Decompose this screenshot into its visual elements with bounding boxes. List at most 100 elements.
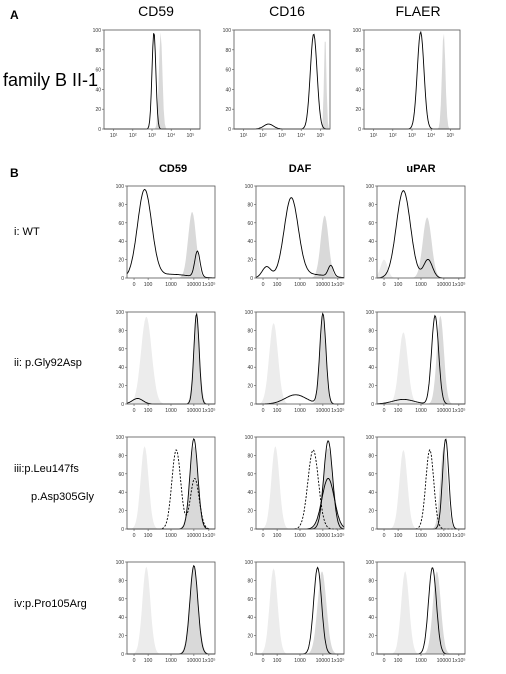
y-tick-label: 60: [118, 472, 124, 478]
shaded-histogram: [127, 446, 215, 529]
shaded-histogram: [127, 446, 215, 529]
x-tick-label: 0: [262, 282, 265, 288]
plot-frame: [376, 311, 466, 405]
outline-histogram: [377, 438, 465, 530]
shaded-histogram: [127, 212, 215, 278]
x-tick-label: 100: [394, 408, 403, 414]
x-tick-label: 1000: [294, 408, 306, 414]
x-tick-label: 1x10⁵: [452, 408, 465, 414]
panel-b-col-upar: uPAR: [406, 163, 436, 175]
shaded-histogram: [127, 566, 215, 654]
outline-histogram: [256, 312, 344, 405]
histogram-b-row1-cd59: 100 80 60 40 20 0 0 100 1000 10000 1x10⁵: [116, 184, 216, 288]
x-tick-label: 1000: [165, 658, 177, 664]
y-tick-label: 80: [118, 202, 124, 208]
x-tick-label: 0: [133, 408, 136, 414]
histogram-b-row1-upar: 100 80 60 40 20 0 0 100 1000 10000 1x10⁵: [366, 184, 466, 288]
shaded-histogram: [256, 571, 344, 654]
y-tick-label: 0: [98, 127, 101, 133]
y-tick-label: 0: [250, 527, 253, 533]
x-tick-label: 0: [262, 658, 265, 664]
y-tick-label: 20: [368, 258, 374, 264]
x-tick-label: 0: [262, 408, 265, 414]
y-tick-label: 20: [247, 634, 253, 640]
y-tick-label: 60: [118, 221, 124, 227]
y-tick-label: 20: [368, 509, 374, 515]
x-tick-label: 1x10⁵: [331, 533, 344, 539]
y-tick-label: 100: [353, 28, 362, 34]
x-tick-label: 10000: [316, 658, 331, 664]
y-tick-label: 40: [225, 87, 231, 93]
x-tick-label: 100: [144, 658, 153, 664]
row-label-pro105arg: iv:p.Pro105Arg: [14, 598, 87, 610]
outline-histogram: [377, 567, 465, 655]
x-tick-label: 1000: [415, 408, 427, 414]
x-tick-label: 10²: [389, 133, 397, 139]
x-tick-label: 10²: [259, 133, 267, 139]
y-tick-label: 100: [223, 28, 232, 34]
y-tick-label: 100: [366, 435, 375, 441]
y-tick-label: 0: [250, 652, 253, 658]
y-tick-label: 80: [355, 48, 361, 54]
y-tick-label: 0: [228, 127, 231, 133]
x-tick-label: 0: [133, 533, 136, 539]
y-tick-label: 60: [368, 597, 374, 603]
x-tick-label: 100: [144, 282, 153, 288]
y-tick-label: 80: [368, 328, 374, 334]
shaded-histogram: [377, 315, 465, 404]
y-tick-label: 20: [225, 107, 231, 113]
y-tick-label: 20: [355, 107, 361, 113]
x-tick-label: 100: [144, 408, 153, 414]
y-tick-label: 60: [247, 597, 253, 603]
x-tick-label: 10³: [148, 133, 156, 139]
y-tick-label: 80: [247, 328, 253, 334]
y-tick-label: 100: [245, 184, 254, 190]
y-tick-label: 60: [355, 68, 361, 74]
x-tick-label: 1x10⁵: [452, 282, 465, 288]
shaded-histogram: [127, 316, 215, 404]
y-tick-label: 40: [368, 615, 374, 621]
y-tick-label: 60: [225, 68, 231, 74]
y-tick-label: 60: [247, 347, 253, 353]
x-tick-label: 1000: [415, 658, 427, 664]
y-tick-label: 100: [116, 435, 125, 441]
histogram-a-cd59: 100 80 60 40 20 0 10¹ 10² 10³ 10⁴ 10⁵: [93, 28, 201, 139]
histogram-b-row4-upar: 100 80 60 40 20 0 0 100 1000 10000 1x10⁵: [366, 560, 466, 664]
y-tick-label: 0: [250, 402, 253, 408]
x-tick-label: 10000: [316, 282, 331, 288]
x-tick-label: 0: [383, 408, 386, 414]
y-tick-label: 20: [118, 509, 124, 515]
histogram-b-row3-upar: 100 80 60 40 20 0 0 100 1000 10000 1x10⁵: [366, 435, 466, 539]
y-tick-label: 80: [118, 453, 124, 459]
shaded-histogram: [377, 217, 465, 278]
y-tick-label: 0: [121, 276, 124, 282]
y-tick-label: 0: [121, 527, 124, 533]
y-tick-label: 40: [95, 87, 101, 93]
shaded-histogram: [377, 332, 465, 404]
y-tick-label: 60: [368, 221, 374, 227]
y-tick-label: 40: [118, 365, 124, 371]
shaded-histogram: [377, 571, 465, 654]
x-tick-label: 100: [394, 658, 403, 664]
x-tick-label: 100: [273, 408, 282, 414]
y-tick-label: 100: [366, 184, 375, 190]
histogram-b-row4-daf: 100 80 60 40 20 0 0 100 1000 10000 1x10⁵: [245, 560, 345, 664]
y-tick-label: 80: [368, 202, 374, 208]
y-tick-label: 100: [245, 560, 254, 566]
histogram-b-row2-upar: 100 80 60 40 20 0 0 100 1000 10000 1x10⁵: [366, 310, 466, 414]
y-tick-label: 60: [247, 221, 253, 227]
panel-b-label: B: [10, 166, 19, 180]
shaded-histogram: [377, 571, 465, 654]
y-tick-label: 40: [118, 490, 124, 496]
y-tick-label: 100: [116, 310, 125, 316]
x-tick-label: 10¹: [110, 133, 118, 139]
y-tick-label: 80: [247, 202, 253, 208]
x-tick-label: 1x10⁵: [331, 282, 344, 288]
outline-histogram: [234, 33, 330, 130]
y-tick-label: 20: [118, 634, 124, 640]
row-label-wt: i: WT: [14, 226, 40, 238]
y-tick-label: 40: [118, 615, 124, 621]
y-tick-label: 100: [245, 310, 254, 316]
x-tick-label: 10¹: [240, 133, 248, 139]
shaded-histogram: [127, 313, 215, 404]
